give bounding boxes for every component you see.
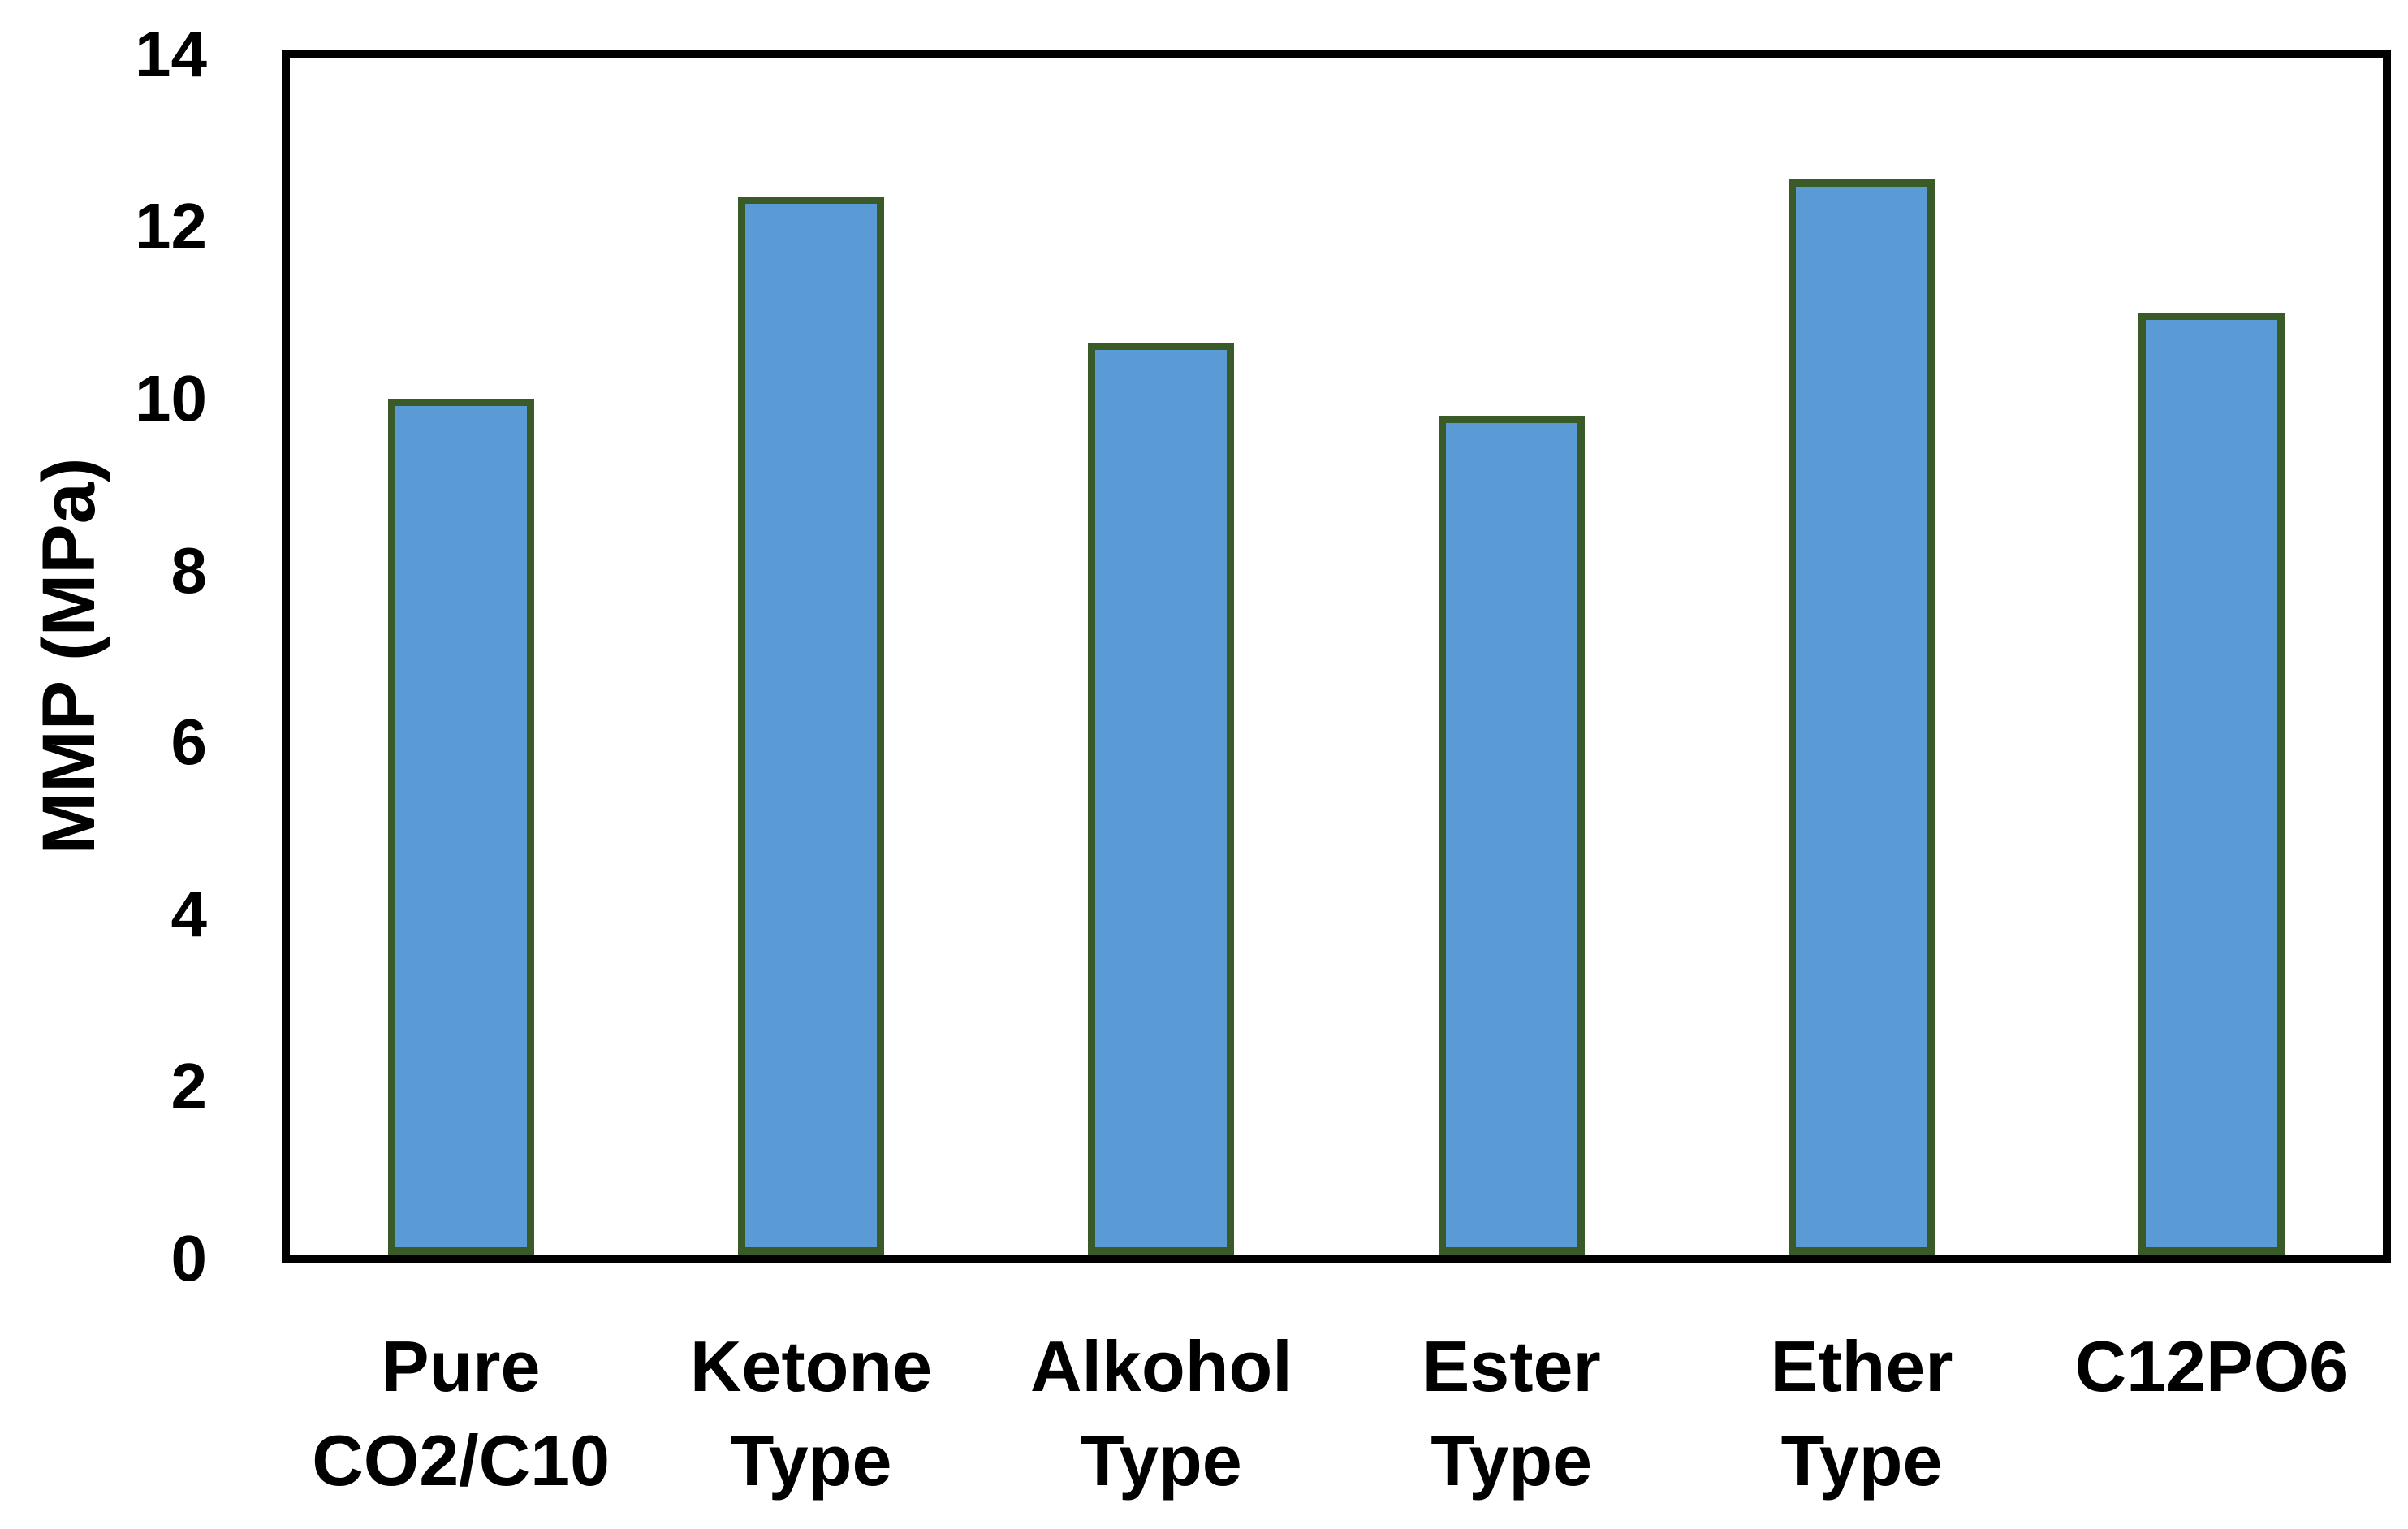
bar [387, 398, 534, 1255]
bar [2138, 312, 2285, 1255]
y-tick-label: 14 [135, 18, 207, 90]
y-tick-label: 12 [135, 189, 207, 262]
bar [1438, 415, 1585, 1255]
y-tick-label: 6 [170, 706, 208, 779]
bar [1088, 342, 1235, 1255]
x-category-label: Pure CO2/C10 [312, 1326, 611, 1501]
bar [738, 196, 884, 1255]
x-category-label: Ester Type [1422, 1326, 1601, 1501]
bar [1789, 179, 1935, 1255]
y-tick-label: 0 [170, 1222, 208, 1294]
y-tick-label: 4 [170, 878, 208, 951]
plot-area [282, 50, 2391, 1263]
x-category-label: C12PO6 [2074, 1326, 2350, 1406]
y-tick-label: 10 [135, 361, 207, 434]
x-category-label: Ketone Type [689, 1326, 933, 1501]
y-tick-label: 8 [170, 533, 208, 607]
x-category-label: Ether Type [1770, 1326, 1953, 1501]
x-category-label: Alkohol Type [1030, 1326, 1292, 1501]
y-tick-label: 2 [170, 1050, 208, 1123]
